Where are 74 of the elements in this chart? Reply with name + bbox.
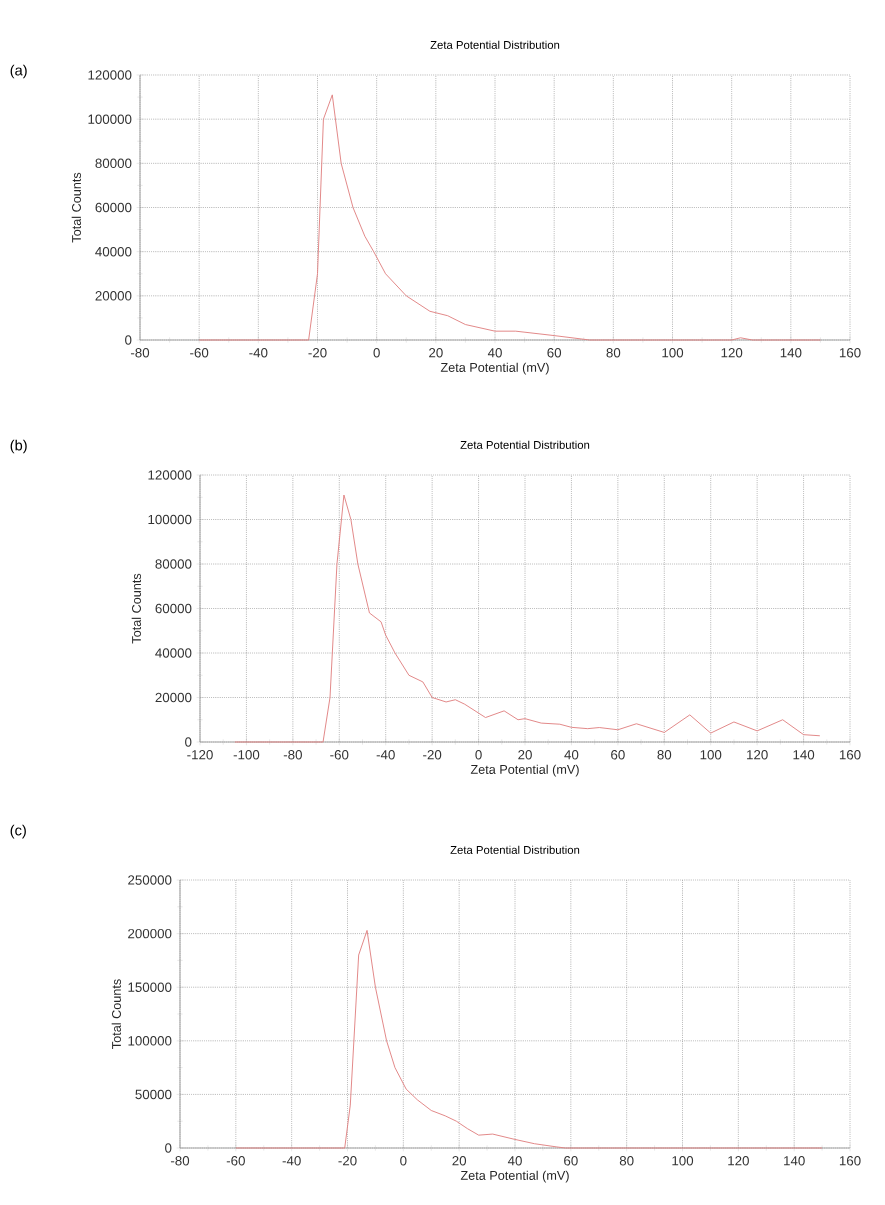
y-tick-label: 20000 [155,692,192,703]
y-tick-label: 80000 [95,158,132,169]
x-tick-label: -20 [338,1156,357,1166]
y-tick-label: 120000 [148,470,192,480]
y-tick-label: 40000 [95,246,132,257]
y-tick-label: 120000 [88,70,132,80]
text: (a) [10,64,27,79]
y-tick-label: 60000 [155,603,192,614]
y-axis-title: Total Counts [71,172,81,243]
x-tick-label: -40 [282,1156,301,1166]
x-tick-label: 100 [662,348,684,358]
x-tick-label: 160 [839,750,861,760]
x-tick-label: 0 [400,1156,407,1166]
y-tick-label: 50000 [135,1089,172,1100]
x-tick-label: -40 [249,348,268,358]
x-axis-title: Zeta Potential (mV) [470,764,579,777]
x-tick-label: 40 [487,348,502,358]
x-tick-label: -20 [308,348,327,358]
x-tick-label: 140 [784,1156,805,1166]
x-tick-label: 60 [564,1156,578,1166]
x-axis-title: Zeta Potential (mV) [440,362,549,375]
x-tick-label: -60 [330,750,349,760]
x-tick-label: 120 [721,348,743,358]
x-tick-label: -120 [187,750,213,760]
y-axis-title: Total Counts [131,573,141,644]
x-tick-label: -100 [233,750,260,760]
x-tick-label: -60 [226,1156,245,1166]
x-tick-label: 20 [518,750,532,760]
x-tick-label: 0 [373,348,380,358]
text: (b) [10,439,27,454]
y-tick-label: 0 [165,1143,172,1153]
x-tick-label: 20 [452,1156,467,1166]
x-tick-label: -20 [423,750,442,760]
x-tick-label: 160 [839,1156,861,1166]
x-tick-label: 40 [564,750,579,760]
x-tick-label: -80 [283,750,302,760]
x-tick-label: 60 [547,348,562,358]
x-tick-label: 80 [619,1156,634,1166]
y-tick-label: 200000 [128,928,172,939]
x-tick-label: 40 [507,1156,522,1166]
y-tick-label: 40000 [155,648,192,658]
x-tick-label: -80 [170,1156,190,1166]
y-tick-label: 150000 [128,982,172,992]
chart-title: Zeta Potential Distribution [450,845,580,854]
y-tick-label: 100000 [128,1036,172,1046]
x-tick-label: 20 [429,348,443,358]
x-tick-label: 100 [700,750,722,760]
y-axis-title: Total Counts [111,979,121,1049]
line-series [234,494,821,743]
text: (c) [10,824,26,839]
x-tick-label: 100 [672,1156,694,1166]
y-tick-label: 60000 [95,202,132,213]
y-tick-label: 100000 [148,514,192,525]
x-tick-label: 80 [657,750,672,760]
x-tick-label: 140 [780,348,802,358]
y-tick-label: 250000 [128,875,172,885]
y-tick-label: 0 [125,335,132,345]
x-axis-title: Zeta Potential (mV) [460,1170,569,1183]
x-tick-label: 160 [839,348,861,358]
x-tick-label: 120 [747,750,768,760]
x-tick-label: -80 [130,348,150,358]
y-tick-label: 20000 [95,291,132,301]
x-tick-label: 0 [475,750,482,760]
x-tick-label: 80 [606,348,621,358]
y-tick-label: 100000 [88,114,132,124]
chart-title: Zeta Potential Distribution [430,40,560,49]
y-tick-label: 0 [185,737,192,747]
x-tick-label: 140 [793,750,815,760]
y-tick-label: 80000 [155,559,192,569]
x-tick-label: -60 [190,348,209,358]
x-tick-label: 60 [611,750,625,760]
chart-title: Zeta Potential Distribution [460,440,590,449]
x-tick-label: -40 [376,750,395,760]
x-tick-label: 120 [728,1156,749,1166]
